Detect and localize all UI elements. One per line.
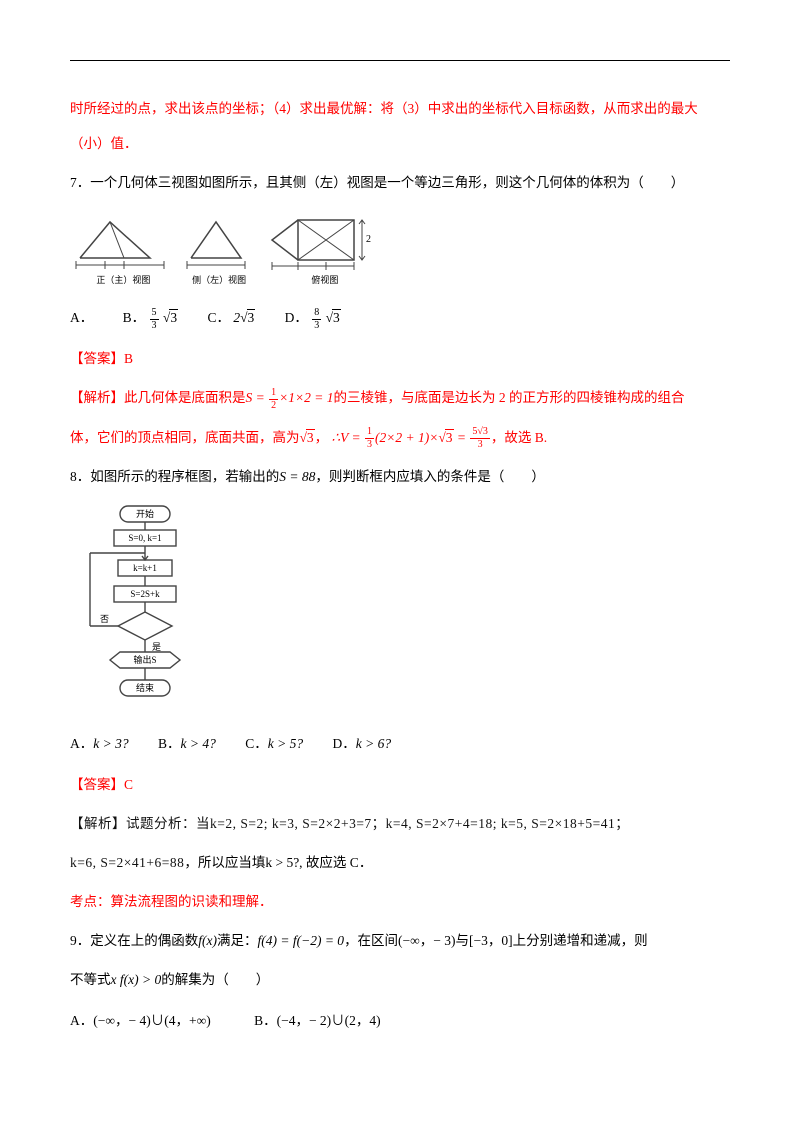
q7-ana1-a: 【解析】此几何体是底面积是: [70, 390, 246, 405]
q7-answer: 【答案】B: [70, 341, 730, 376]
q7-opt-d: D． 83 3: [285, 300, 341, 335]
q7-opt-a: A．: [70, 300, 93, 335]
q9-eq1: f(4) = f(−2) = 0: [257, 933, 344, 948]
q8-kaodian: 考点：算法流程图的识读和理解．: [70, 884, 730, 919]
q7-dim-2: 2: [366, 234, 371, 245]
q9-options: A．(−∞，− 4)∪(4，+∞) B．(−4，− 2)∪(2，4): [70, 1003, 730, 1038]
q7-ana-vb: (2×2 + 1)×: [375, 430, 438, 445]
q8-analysis-line2: k=6, S=2×41+6=88，所以应当填k > 5?, 故应选 C．: [70, 845, 730, 880]
q8-b-pre: B．: [158, 736, 181, 751]
q8-opt-c: C．k > 5?: [245, 726, 303, 761]
q9-stem-c: ，在区间(−∞，− 3)与[−3，0]上分别递增和递减，则: [344, 933, 648, 948]
q7-third-num: 1: [365, 427, 374, 439]
q8-d-body: k > 6?: [356, 736, 391, 751]
q7-half-num: 1: [269, 388, 278, 400]
q7-ana2-a: 体，它们的顶点相同，底面共面，高为: [70, 430, 300, 445]
flow-kinc: k=k+1: [133, 563, 157, 573]
q7-opt-c: C． 23: [207, 300, 255, 335]
q7-ana-root3: 3: [306, 429, 315, 445]
q7-analysis-line1: 【解析】此几何体是底面积是S = 12×1×2 = 1的三棱锥，与底面是边长为 …: [70, 380, 730, 415]
q7-opt-c-prefix: C．: [207, 310, 230, 325]
flow-yes: 是: [152, 642, 161, 652]
q8-a-pre: A．: [70, 736, 93, 751]
q9-stem-a: 9．定义在上的偶函数: [70, 933, 198, 948]
q7-res-num: 5√3: [470, 427, 490, 439]
q7-c-root: 3: [247, 309, 256, 325]
q7-ana-va: ∴V =: [332, 430, 364, 445]
flow-start: 开始: [136, 508, 154, 519]
q9-stem-line1: 9．定义在上的偶函数f(x)满足：f(4) = f(−2) = 0，在区间(−∞…: [70, 923, 730, 958]
q7-top-caption: 俯视图: [265, 269, 385, 292]
q7-ana2-b: ，: [315, 430, 329, 445]
q8-opt-b: B．k > 4?: [158, 726, 216, 761]
q7-front-caption: 正（主）视图: [73, 269, 173, 292]
q7-ana-mul: ×1×2 = 1: [279, 390, 333, 405]
q9-fx: f(x): [198, 933, 217, 948]
q7-d-num: 8: [312, 308, 321, 320]
q7-opt-b-prefix: B．: [123, 310, 146, 325]
q7-top-view-figure: 2: [262, 208, 382, 278]
q7-ana-eq: =: [454, 430, 470, 445]
q8-opt-a: A．k > 3?: [70, 726, 129, 761]
flow-no: 否: [100, 614, 109, 624]
q8-options: A．k > 3? B．k > 4? C．k > 5? D．k > 6?: [70, 726, 730, 761]
q7-ana-root3b: 3: [445, 429, 454, 445]
flow-end: 结束: [136, 682, 154, 693]
q7-ana2-tail: ，故选 B.: [491, 430, 547, 445]
q8-c-body: k > 5?: [268, 736, 303, 751]
q8-b-body: k > 4?: [181, 736, 216, 751]
q9-opt-b: B．(−4，− 2)∪(2，4): [254, 1003, 381, 1038]
q7-b-den: 3: [150, 320, 159, 331]
q7-res-den: 3: [470, 439, 490, 450]
q9-l2expr: x f(x) > 0: [111, 972, 162, 987]
page-top-rule: [70, 60, 730, 61]
flow-out: 输出S: [133, 654, 156, 665]
q7-side-caption: 侧（左）视图: [180, 269, 258, 292]
q8-opt-d: D．k > 6?: [332, 726, 391, 761]
q7-c-coef: 2: [233, 310, 240, 325]
q7-d-den: 3: [312, 320, 321, 331]
q8-ana2-a: k=6, S=2×41+6=88: [70, 855, 184, 870]
q8-answer: 【答案】C: [70, 767, 730, 802]
q7-b-num: 5: [150, 308, 159, 320]
q8-stem-s: S = 88: [279, 469, 315, 484]
q7-options: A． B． 53 3 C． 23 D． 83 3: [70, 300, 730, 335]
q9-l2a: 不等式: [70, 972, 111, 987]
q8-c-pre: C．: [245, 736, 268, 751]
q9-stem-b: 满足：: [217, 933, 258, 948]
q7-figure-row: 正（主）视图 侧（左）视图 2 俯视图: [70, 208, 730, 278]
q7-opt-d-prefix: D．: [285, 310, 308, 325]
q8-analysis-line1: 【解析】试题分析：当k=2, S=2; k=3, S=2×2+3=7；k=4, …: [70, 806, 730, 841]
q7-half-den: 2: [269, 400, 278, 411]
q8-ana2-b: ，所以应当填k > 5?, 故应选 C．: [184, 855, 372, 870]
q8-d-pre: D．: [332, 736, 355, 751]
q7-stem: 7．一个几何体三视图如图所示，且其侧（左）视图是一个等边三角形，则这个几何体的体…: [70, 165, 730, 200]
q7-third-den: 3: [365, 439, 374, 450]
flow-init: S=0, k=1: [128, 533, 161, 543]
q7-opt-b: B． 53 3: [123, 300, 178, 335]
q9-l2b: 的解集为（ ）: [161, 972, 269, 987]
q7-analysis-line2: 体，它们的顶点相同，底面共面，高为3， ∴V = 13(2×2 + 1)×3 =…: [70, 420, 730, 455]
q9-opt-a: A．(−∞，− 4)∪(4，+∞): [70, 1003, 211, 1038]
q8-stem-b: ，则判断框内应填入的条件是（ ）: [315, 469, 545, 484]
flow-supd: S=2S+k: [130, 589, 160, 599]
q7-ana1-b: 的三棱锥，与底面是边长为 2 的正方形的四棱锥构成的组合: [333, 390, 684, 405]
intro-red-text: 时所经过的点，求出该点的坐标；（4）求出最优解：将（3）中求出的坐标代入目标函数…: [70, 91, 730, 161]
q8-stem-a: 8．如图所示的程序框图，若输出的: [70, 469, 279, 484]
q9-stem-line2: 不等式x f(x) > 0的解集为（ ）: [70, 962, 730, 997]
q8-stem: 8．如图所示的程序框图，若输出的S = 88，则判断框内应填入的条件是（ ）: [70, 459, 730, 494]
q7-d-root: 3: [332, 309, 341, 325]
q8-flowchart-figure: 开始 S=0, k=1 k=k+1 S=2S+k 否 是 输出S 结束: [70, 500, 210, 720]
q7-b-root: 3: [169, 309, 178, 325]
q8-a-body: k > 3?: [93, 736, 128, 751]
q7-ana-s: S =: [246, 390, 269, 405]
